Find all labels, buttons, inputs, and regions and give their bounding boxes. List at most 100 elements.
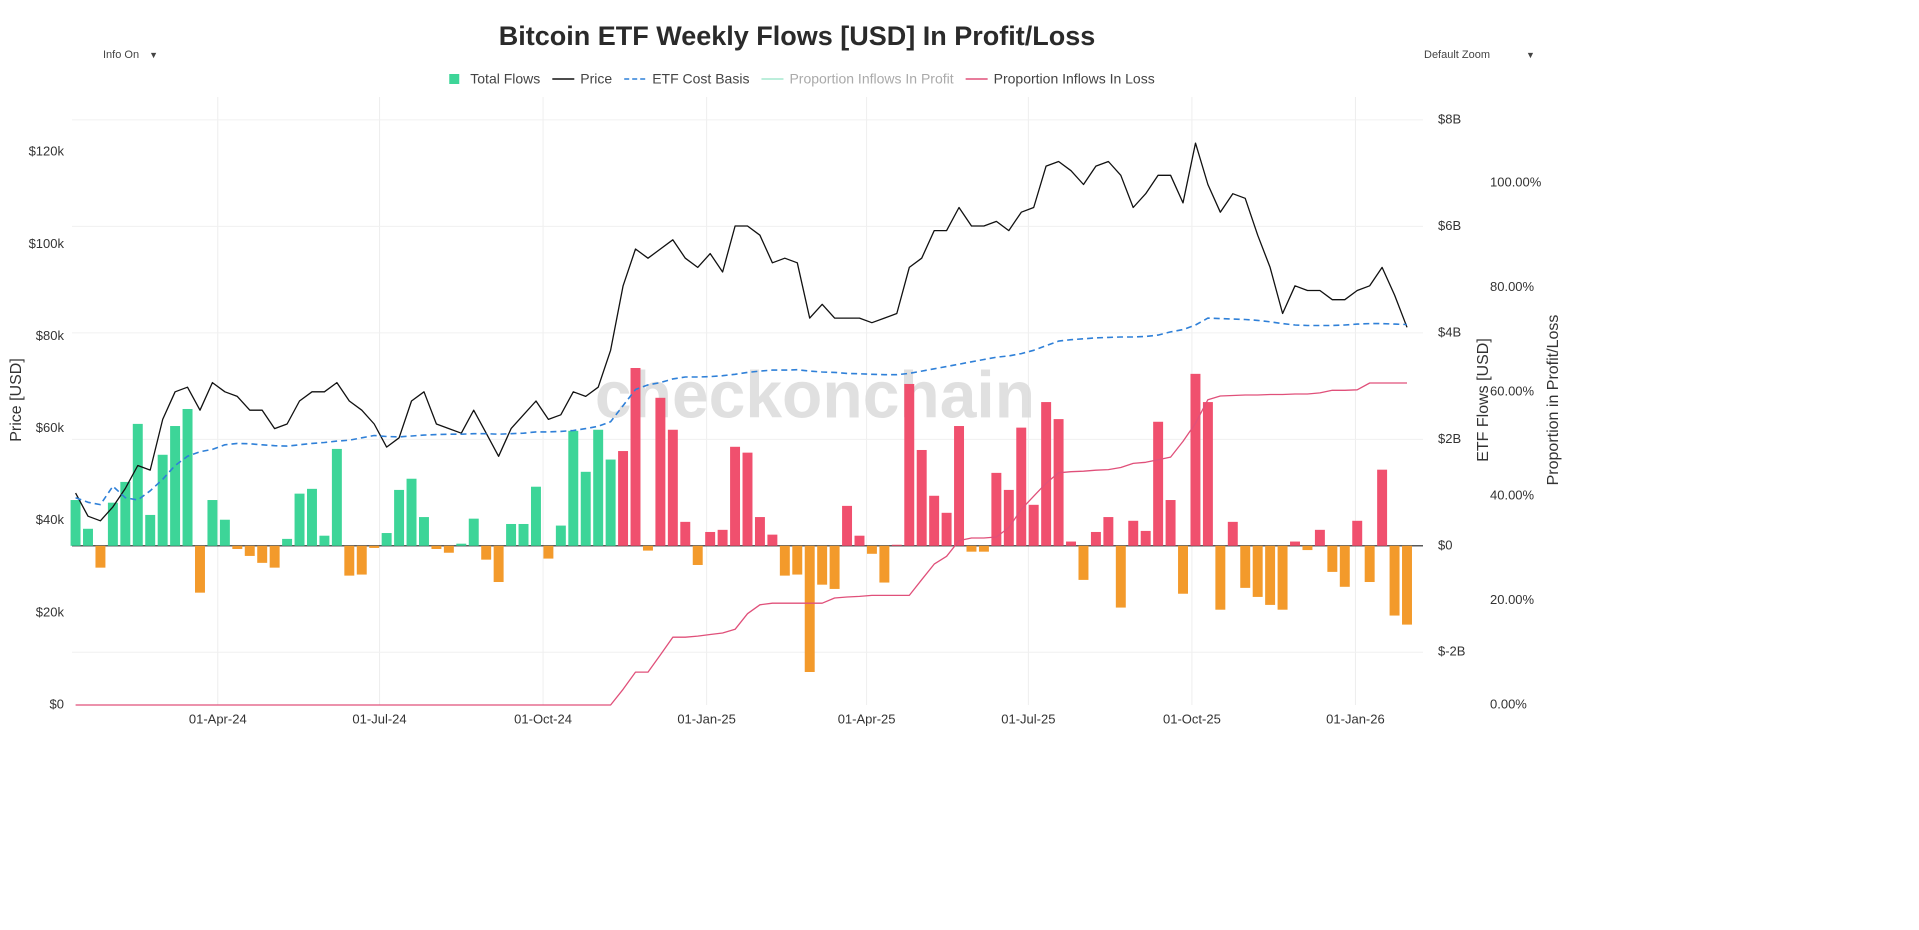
bar <box>680 521 691 546</box>
bar <box>1078 545 1089 580</box>
bar <box>1128 520 1139 546</box>
bar <box>107 502 118 546</box>
bar <box>978 545 989 552</box>
y-tick-label: $40k <box>36 512 65 527</box>
bar <box>182 408 193 546</box>
bar <box>804 545 815 672</box>
bar <box>817 545 828 585</box>
info-toggle[interactable]: Info On ▼ <box>103 49 158 61</box>
bar <box>244 545 255 556</box>
bar <box>195 545 205 593</box>
y3-axis-title: Proportion in Profit/Loss <box>1545 315 1562 486</box>
legend-label: Proportion Inflows In Loss <box>994 71 1155 87</box>
bar <box>481 545 492 560</box>
y-tick-label: $80k <box>36 328 65 343</box>
bar <box>966 545 977 552</box>
y2-tick-label: $4B <box>1438 324 1461 339</box>
bar <box>1227 521 1238 546</box>
bar <box>1066 541 1077 546</box>
bar <box>916 449 927 546</box>
y2-axis-title: ETF Flows [USD] <box>1475 338 1492 462</box>
bar <box>282 538 293 546</box>
bar <box>730 446 741 546</box>
bar <box>655 397 666 546</box>
legend-label: Proportion Inflows In Profit <box>789 71 953 87</box>
bar <box>1016 427 1027 546</box>
bar <box>456 543 467 546</box>
bar <box>1178 545 1188 594</box>
bar <box>443 545 454 553</box>
x-tick-label: 01-Apr-24 <box>189 711 247 726</box>
bar <box>1290 541 1300 546</box>
legend-label: Price <box>580 71 612 87</box>
y3-tick-label: 100.00% <box>1490 175 1542 190</box>
bar <box>954 426 965 546</box>
legend-label: ETF Cost Basis <box>652 71 749 87</box>
x-tick-label: 01-Oct-24 <box>514 711 572 726</box>
bar <box>1165 500 1176 546</box>
bar <box>941 512 952 546</box>
bar <box>394 489 405 546</box>
bar <box>418 517 429 546</box>
bar <box>618 451 629 546</box>
dropdown-arrow: ▼ <box>149 50 158 60</box>
dropdown-arrow: ▼ <box>1526 50 1535 60</box>
bar <box>232 545 243 550</box>
bar <box>83 528 93 546</box>
zoom-select-label: Default Zoom <box>1424 49 1491 61</box>
bar <box>468 518 479 546</box>
bar <box>742 452 753 546</box>
y3-tick-label: 0.00% <box>1490 696 1527 711</box>
y-tick-label: $120k <box>29 144 65 159</box>
x-tick-label: 01-Jan-26 <box>1326 711 1385 726</box>
bar <box>717 529 728 546</box>
bar <box>929 495 940 546</box>
bar <box>369 545 380 548</box>
bar <box>792 545 803 575</box>
bar <box>767 534 778 546</box>
bar <box>1277 545 1288 610</box>
bar <box>630 367 641 546</box>
bar <box>555 525 566 546</box>
bar <box>605 459 616 546</box>
bar <box>406 478 417 546</box>
bar <box>307 488 317 546</box>
bar <box>1103 517 1114 546</box>
bar <box>170 426 181 546</box>
bar <box>1240 545 1251 588</box>
y2-tick-label: $6B <box>1438 218 1461 233</box>
y-tick-label: $0 <box>50 696 64 711</box>
bar <box>1202 402 1213 546</box>
zoom-select[interactable]: Default Zoom ▼ <box>1424 49 1535 61</box>
y-tick-label: $60k <box>36 420 65 435</box>
bar <box>95 545 106 568</box>
bar <box>132 423 143 546</box>
y3-tick-label: 80.00% <box>1490 279 1535 294</box>
bar <box>1041 402 1052 546</box>
y2-tick-label: $2B <box>1438 431 1461 446</box>
bar <box>904 383 915 546</box>
bar <box>145 514 156 546</box>
bar <box>518 523 529 546</box>
bar <box>580 471 591 546</box>
bar <box>829 545 840 589</box>
bar <box>705 531 716 546</box>
bar <box>1215 545 1226 610</box>
y2-tick-label: $-2B <box>1438 644 1465 659</box>
bar <box>493 545 504 583</box>
legend-swatch <box>449 74 460 84</box>
legend-label: Total Flows <box>470 71 540 87</box>
bar <box>319 535 330 546</box>
bar <box>269 545 280 568</box>
bar <box>1003 489 1014 546</box>
bar <box>530 486 541 546</box>
bar <box>1352 520 1363 546</box>
bar <box>879 545 890 583</box>
bar <box>1302 545 1313 551</box>
bar <box>331 448 342 546</box>
bar <box>543 545 554 559</box>
bar <box>1402 545 1412 625</box>
chart-title: Bitcoin ETF Weekly Flows [USD] In Profit… <box>499 21 1096 51</box>
